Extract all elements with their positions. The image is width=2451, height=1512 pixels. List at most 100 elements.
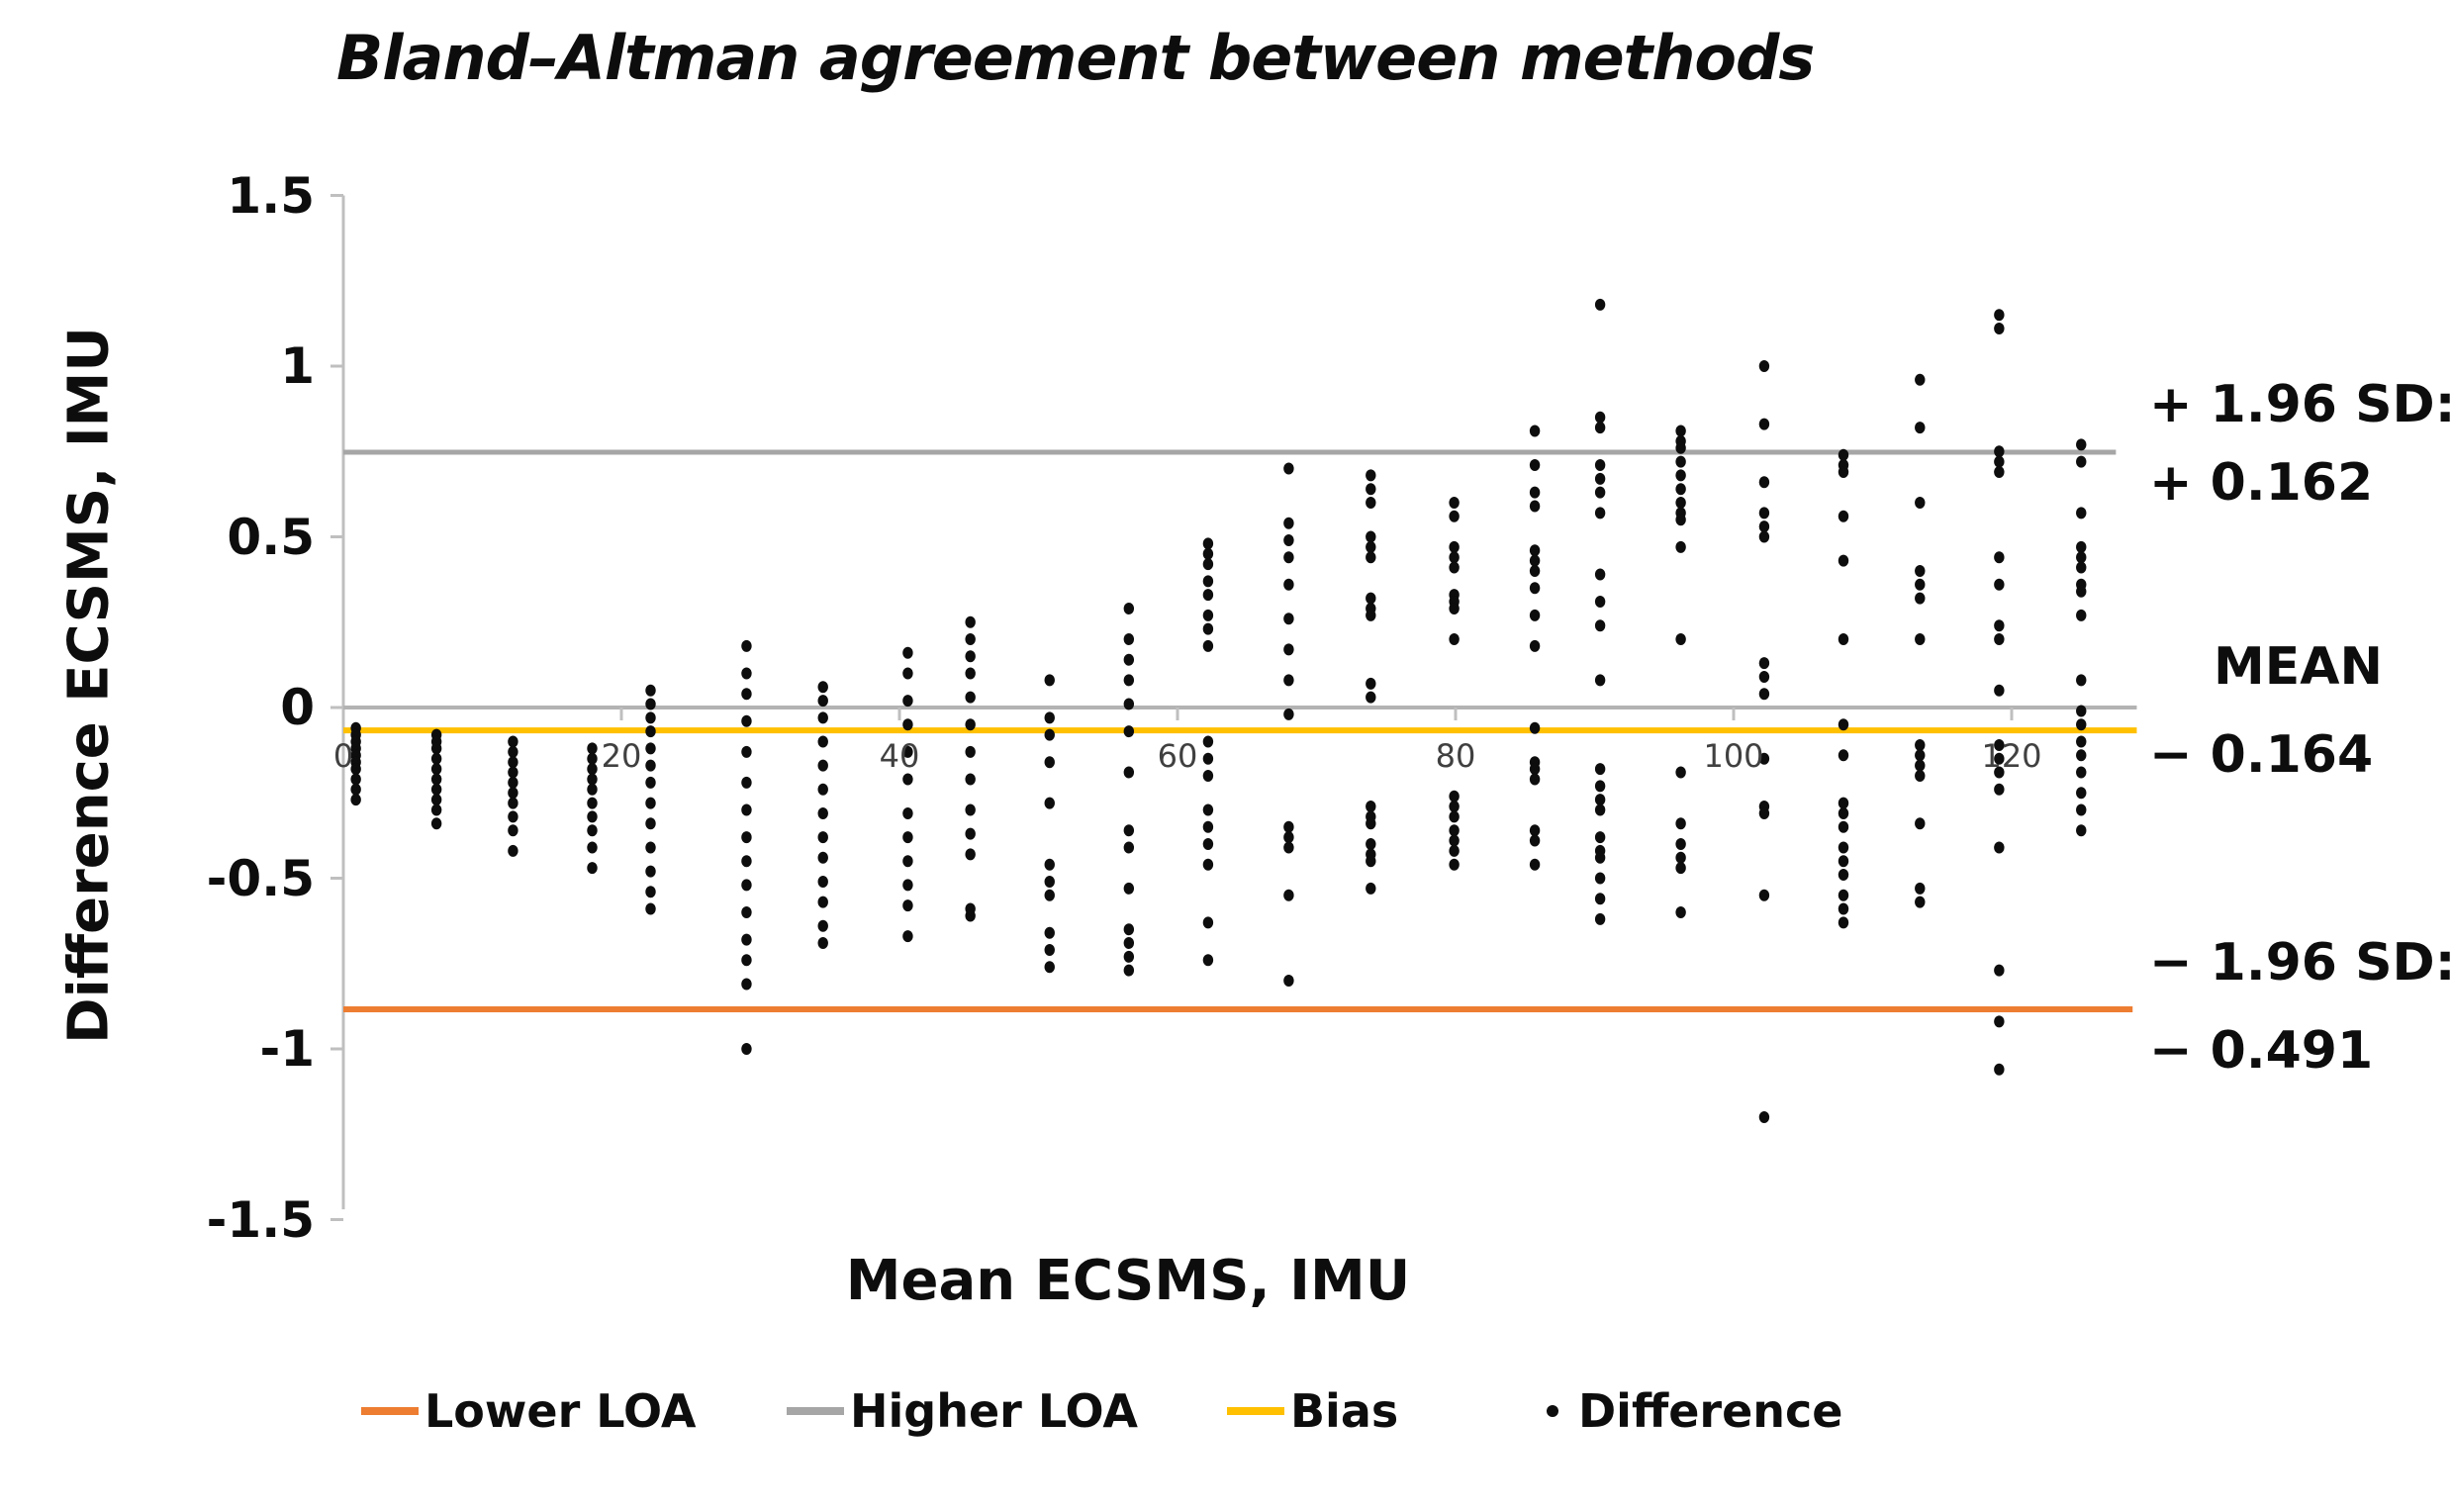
difference-point [1994, 465, 2005, 478]
difference-point [1202, 916, 1214, 929]
difference-point [1994, 1063, 2005, 1076]
mean-annotation-line1: MEAN [2214, 637, 2384, 697]
difference-point [1366, 609, 1376, 621]
difference-point [1449, 858, 1460, 871]
difference-point [1675, 497, 1686, 509]
difference-point [1994, 964, 2005, 977]
difference-point [1044, 889, 1055, 901]
difference-point [965, 650, 976, 663]
difference-point [1529, 834, 1541, 847]
difference-point [965, 773, 976, 786]
difference-point [741, 667, 752, 680]
chart-title: Bland–Altman agreement between methods [336, 22, 1815, 94]
difference-point [508, 810, 518, 823]
difference-point [1915, 882, 1926, 895]
difference-point [902, 695, 913, 708]
difference-point [1758, 530, 1770, 543]
difference-point [1838, 465, 1849, 478]
difference-point [430, 752, 442, 765]
difference-point [1594, 851, 1606, 864]
difference-point [1594, 872, 1606, 885]
difference-point [1283, 708, 1294, 720]
difference-point [1283, 462, 1294, 475]
difference-point [2076, 551, 2087, 564]
difference-point [1594, 674, 1606, 687]
difference-point [350, 773, 361, 786]
difference-point [2076, 766, 2087, 779]
legend-label: Difference [1578, 1384, 1843, 1438]
difference-point [645, 797, 656, 809]
difference-point [1915, 759, 1926, 772]
x-tick-label-40: 40 [879, 737, 920, 775]
difference-point [902, 831, 913, 844]
difference-point [1994, 309, 2005, 322]
difference-point [1675, 441, 1686, 454]
difference-point [1202, 558, 1214, 571]
difference-point [741, 978, 752, 991]
difference-point [645, 742, 656, 755]
difference-point [965, 745, 976, 758]
difference-point [1366, 882, 1376, 895]
legend-label: Higher LOA [850, 1384, 1138, 1438]
difference-point [430, 803, 442, 816]
difference-point [1994, 1015, 2005, 1028]
difference-point [1838, 820, 1849, 833]
difference-point [587, 862, 598, 875]
difference-point [902, 745, 913, 758]
difference-point [508, 797, 518, 809]
difference-point [1915, 738, 1926, 751]
difference-point [1366, 592, 1376, 605]
difference-point [1529, 554, 1541, 567]
difference-point [1675, 862, 1686, 875]
difference-point [965, 633, 976, 645]
difference-point [1838, 806, 1849, 819]
difference-point [1202, 858, 1214, 871]
difference-point [1994, 841, 2005, 854]
difference-point [1838, 510, 1849, 522]
difference-point [1758, 806, 1770, 819]
difference-point [587, 824, 598, 837]
legend-line-marker [787, 1407, 844, 1415]
difference-point [1675, 483, 1686, 496]
difference-point [902, 930, 913, 943]
difference-point [1366, 801, 1376, 813]
difference-point [1449, 801, 1460, 813]
difference-point [508, 844, 518, 857]
difference-point [741, 831, 752, 844]
difference-point [2076, 803, 2087, 816]
difference-point [1202, 770, 1214, 782]
difference-point [430, 773, 442, 786]
difference-point [1449, 844, 1460, 857]
difference-point [430, 783, 442, 796]
difference-point [817, 695, 828, 708]
difference-point [741, 803, 752, 816]
difference-point [965, 667, 976, 680]
difference-point [508, 766, 518, 779]
difference-point [1994, 551, 2005, 564]
difference-point [1366, 855, 1376, 868]
legend-item-higher-loa: Higher LOA [787, 1383, 1138, 1439]
difference-point [1994, 766, 2005, 779]
difference-point [645, 759, 656, 772]
difference-point [1675, 469, 1686, 482]
difference-point [1123, 950, 1135, 963]
difference-point [2076, 824, 2087, 837]
y-tick-label-0: 0 [280, 679, 315, 736]
difference-point [1915, 896, 1926, 908]
difference-point [645, 817, 656, 830]
difference-point [1283, 613, 1294, 625]
y-tick-label-0.5: 0.5 [227, 508, 315, 566]
difference-point [1994, 633, 2005, 645]
difference-point [741, 855, 752, 868]
difference-point [741, 879, 752, 892]
difference-point [1202, 609, 1214, 621]
difference-point [1529, 565, 1541, 577]
difference-point [1758, 670, 1770, 683]
difference-point [902, 855, 913, 868]
difference-point [1123, 602, 1135, 614]
difference-point [645, 711, 656, 724]
difference-point [1202, 589, 1214, 602]
difference-point [1449, 790, 1460, 803]
difference-point [587, 841, 598, 854]
